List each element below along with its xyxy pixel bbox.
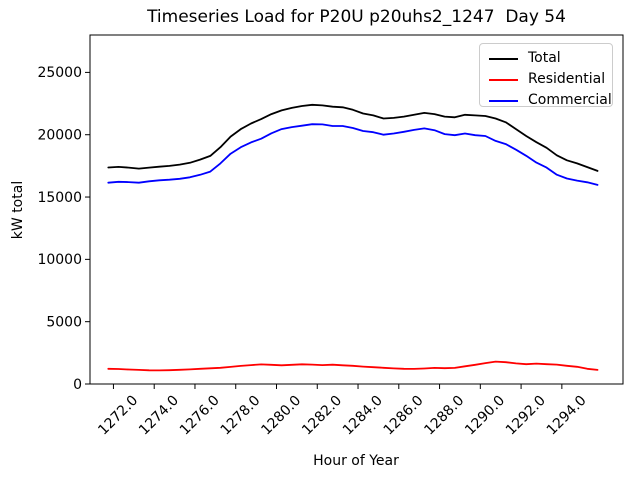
x-axis-label: Hour of Year [313,453,399,469]
y-tick-label: 20000 [37,128,82,144]
y-axis-label: kW total [10,181,26,239]
y-tick-label: 5000 [46,314,82,330]
legend-line-sample-total [489,57,518,60]
x-tick-label: 1292.0 [503,393,549,439]
legend-item-residential: Residential [489,69,612,90]
x-tick-label: 1280.0 [258,393,304,439]
x-tick-label: 1288.0 [421,393,467,439]
legend-line-sample-residential [489,78,518,81]
x-tick-label: 1282.0 [299,393,345,439]
x-tick-label: 1276.0 [177,393,223,439]
x-tick-label: 1278.0 [218,393,264,439]
x-tick-label: 1284.0 [340,393,386,439]
legend-label-residential: Residential [528,71,606,87]
legend-item-commercial: Commercial [489,90,612,111]
series-line-commercial [107,123,599,186]
x-tick-label: 1274.0 [136,393,182,439]
x-tick-label: 1286.0 [381,393,427,439]
legend-label-commercial: Commercial [528,92,612,108]
series-line-total [107,103,599,172]
axes-frame [89,34,624,385]
y-tick-label: 10000 [37,252,82,268]
x-tick-label: 1290.0 [462,393,508,439]
x-tick-label: 1272.0 [95,393,141,439]
legend-line-sample-commercial [489,99,518,102]
y-tick-label: 25000 [37,65,82,81]
x-tick-label: 1294.0 [544,393,590,439]
legend-item-total: Total [489,48,612,69]
legend: Total Residential Commercial [479,43,613,108]
series-line-residential [107,360,599,372]
y-tick-label: 15000 [37,190,82,206]
y-tick-label: 0 [73,377,82,393]
chart-title: Timeseries Load for P20U p20uhs2_1247 Da… [147,7,566,27]
legend-label-total: Total [528,50,561,66]
